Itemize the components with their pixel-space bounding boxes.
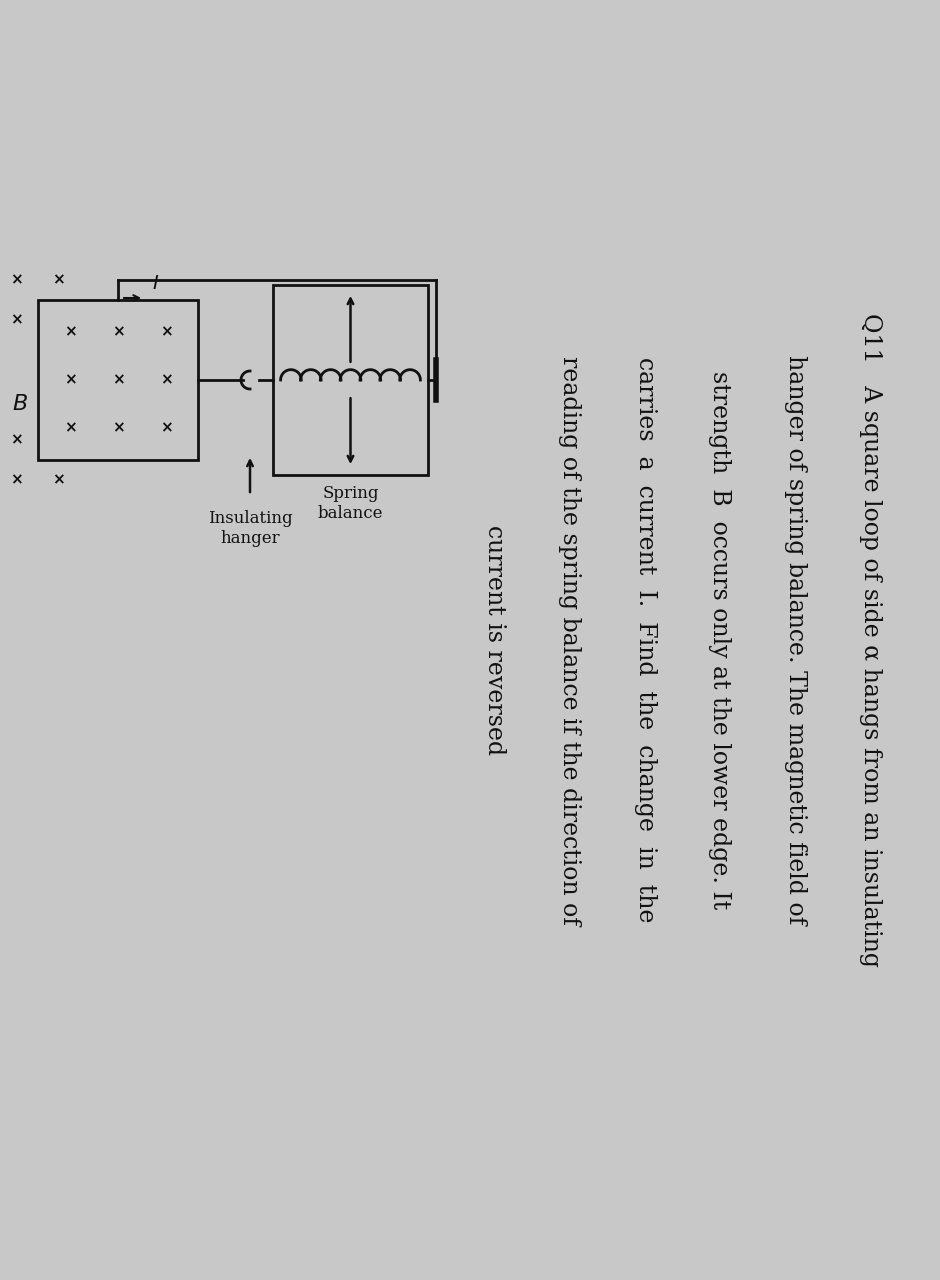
Text: ×: × — [64, 372, 76, 388]
Text: current is reversed: current is reversed — [483, 525, 507, 755]
Text: strength  B  occurs only at the lower edge. It: strength B occurs only at the lower edge… — [709, 371, 731, 909]
Text: ×: × — [9, 472, 23, 488]
Text: $I$: $I$ — [152, 275, 160, 293]
Text: ×: × — [112, 372, 124, 388]
Text: ×: × — [52, 472, 64, 488]
Text: ×: × — [160, 325, 172, 339]
Text: ×: × — [160, 372, 172, 388]
Text: ×: × — [160, 421, 172, 435]
Text: reading of the spring balance if the direction of: reading of the spring balance if the dir… — [558, 356, 582, 924]
Text: carries  a  current  I.  Find  the  change  in  the: carries a current I. Find the change in … — [634, 357, 656, 923]
Text: $B$: $B$ — [12, 393, 28, 415]
Text: Q11   A square loop of side α hangs from an insulating: Q11 A square loop of side α hangs from a… — [858, 314, 882, 966]
Text: ×: × — [64, 421, 76, 435]
Text: ×: × — [9, 312, 23, 328]
Text: ×: × — [64, 325, 76, 339]
Text: ×: × — [112, 421, 124, 435]
Text: ×: × — [9, 273, 23, 288]
Text: ×: × — [112, 325, 124, 339]
Text: Insulating
hanger: Insulating hanger — [208, 509, 292, 547]
Text: Spring
balance: Spring balance — [318, 485, 384, 522]
Text: hanger of spring balance. The magnetic field of: hanger of spring balance. The magnetic f… — [784, 356, 807, 924]
Text: ×: × — [9, 433, 23, 448]
Text: ×: × — [52, 273, 64, 288]
